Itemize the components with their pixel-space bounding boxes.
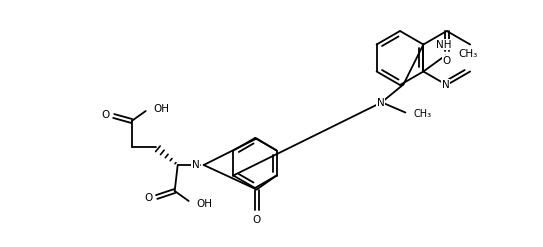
Text: O: O — [443, 56, 451, 66]
Text: O: O — [144, 193, 153, 203]
Text: OH: OH — [154, 104, 170, 114]
Text: NH: NH — [437, 40, 452, 49]
Text: O: O — [252, 214, 261, 225]
Text: N: N — [442, 80, 450, 90]
Text: N: N — [376, 98, 384, 107]
Text: OH: OH — [197, 199, 213, 209]
Text: CH₃: CH₃ — [458, 48, 478, 59]
Text: CH₃: CH₃ — [413, 108, 432, 119]
Text: N: N — [192, 160, 200, 170]
Text: O: O — [102, 110, 110, 120]
